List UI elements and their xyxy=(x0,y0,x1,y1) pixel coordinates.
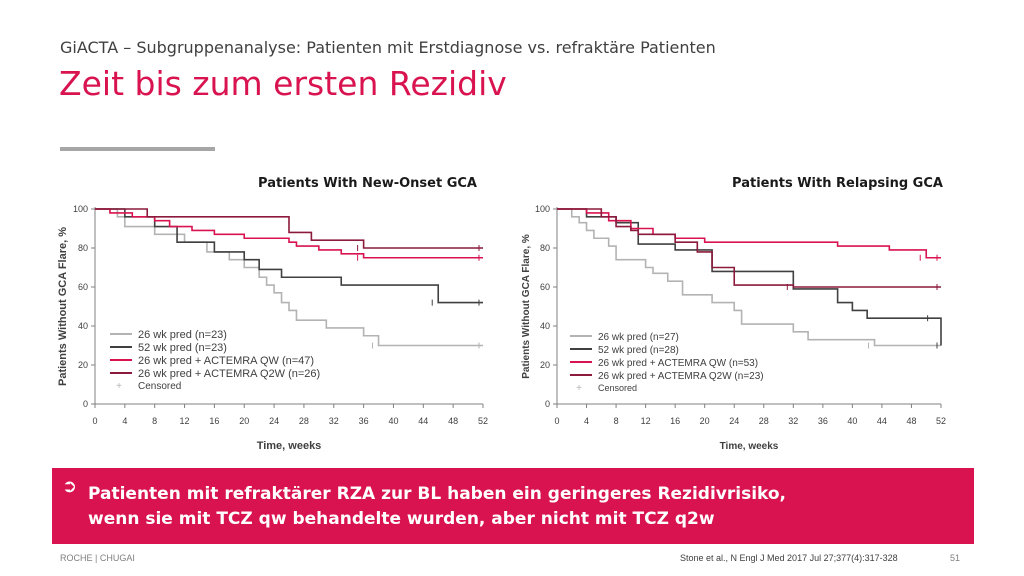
legend-label-2: 52 wk pred (n=23) xyxy=(138,342,227,354)
y-tick-label: 80 xyxy=(78,243,88,253)
y-tick-label: 20 xyxy=(540,360,550,370)
km-series-line-4 xyxy=(557,208,941,288)
arrow-circle-right-icon: ➲ xyxy=(62,476,78,497)
y-tick-label: 60 xyxy=(540,282,550,292)
km-series-line-1 xyxy=(557,208,941,347)
chart-title-new-onset: Patients With New-Onset GCA xyxy=(258,176,477,191)
legend-censored-marker: + xyxy=(576,383,582,394)
legend-label-2: 52 wk pred (n=28) xyxy=(598,345,679,356)
x-tick-label: 24 xyxy=(729,416,739,426)
x-tick-label: 0 xyxy=(92,416,97,426)
slide-title: Zeit bis zum ersten Rezidiv xyxy=(59,64,507,103)
y-tick-label: 100 xyxy=(73,204,88,214)
x-tick-label: 32 xyxy=(329,416,339,426)
legend-censored-marker: + xyxy=(116,381,122,392)
y-axis-label: Patients Without GCA Flare, % xyxy=(521,234,532,379)
footer-company: ROCHE | CHUGAI xyxy=(60,553,135,563)
y-tick-label: 100 xyxy=(535,204,550,214)
legend-label-1: 26 wk pred (n=23) xyxy=(138,329,227,341)
y-tick-label: 0 xyxy=(83,399,88,409)
x-tick-label: 28 xyxy=(759,416,769,426)
chart-title-relapsing: Patients With Relapsing GCA xyxy=(732,176,943,191)
key-message-text: Patienten mit refraktärer RZA zur BL hab… xyxy=(88,482,786,532)
x-tick-label: 44 xyxy=(418,416,428,426)
title-underline xyxy=(60,147,215,151)
km-series-line-4 xyxy=(95,208,483,249)
x-axis-label: Time, weeks xyxy=(257,440,322,452)
legend-label-3: 26 wk pred + ACTEMRA QW (n=47) xyxy=(138,355,314,367)
footer-citation: Stone et al., N Engl J Med 2017 Jul 27;3… xyxy=(680,553,898,563)
y-axis-label: Patients Without GCA Flare, % xyxy=(57,227,69,386)
x-tick-label: 20 xyxy=(700,416,710,426)
x-tick-label: 8 xyxy=(614,416,619,426)
x-tick-label: 16 xyxy=(209,416,219,426)
x-tick-label: 16 xyxy=(670,416,680,426)
km-series-line-1 xyxy=(95,208,483,347)
x-tick-label: 48 xyxy=(906,416,916,426)
slide-subtitle: GiACTA – Subgruppenanalyse: Patienten mi… xyxy=(60,38,716,57)
x-tick-label: 12 xyxy=(641,416,651,426)
x-tick-label: 24 xyxy=(269,416,279,426)
key-message-line-2: wenn sie mit TCZ qw behandelte wurden, a… xyxy=(88,509,715,529)
x-tick-label: 4 xyxy=(122,416,127,426)
x-tick-label: 20 xyxy=(239,416,249,426)
x-tick-label: 28 xyxy=(299,416,309,426)
x-tick-label: 44 xyxy=(877,416,887,426)
x-tick-label: 0 xyxy=(554,416,559,426)
legend-censored-label: Censored xyxy=(598,383,637,393)
x-tick-label: 48 xyxy=(448,416,458,426)
x-axis-label: Time, weeks xyxy=(720,441,779,452)
y-tick-label: 0 xyxy=(545,399,550,409)
y-tick-label: 80 xyxy=(540,243,550,253)
x-tick-label: 40 xyxy=(388,416,398,426)
x-tick-label: 52 xyxy=(478,416,488,426)
x-tick-label: 12 xyxy=(180,416,190,426)
y-tick-label: 40 xyxy=(78,321,88,331)
page-number: 51 xyxy=(950,553,961,563)
legend-censored-label: Censored xyxy=(138,381,181,392)
x-tick-label: 36 xyxy=(818,416,828,426)
x-tick-label: 52 xyxy=(936,416,946,426)
y-tick-label: 60 xyxy=(78,282,88,292)
y-tick-label: 40 xyxy=(540,321,550,331)
legend-label-1: 26 wk pred (n=27) xyxy=(598,332,679,343)
y-tick-label: 20 xyxy=(78,360,88,370)
legend-label-4: 26 wk pred + ACTEMRA Q2W (n=26) xyxy=(138,368,320,380)
km-series-line-3 xyxy=(95,208,483,259)
km-series-line-2 xyxy=(557,208,942,346)
x-tick-label: 32 xyxy=(788,416,798,426)
legend-label-4: 26 wk pred + ACTEMRA Q2W (n=23) xyxy=(598,371,764,382)
x-tick-label: 40 xyxy=(847,416,857,426)
legend-label-3: 26 wk pred + ACTEMRA QW (n=53) xyxy=(598,358,758,369)
x-tick-label: 4 xyxy=(584,416,589,426)
x-tick-label: 36 xyxy=(359,416,369,426)
x-tick-label: 8 xyxy=(152,416,157,426)
key-message-line-1: Patienten mit refraktärer RZA zur BL hab… xyxy=(88,484,787,504)
key-message-banner: ➲ Patienten mit refraktärer RZA zur BL h… xyxy=(52,468,974,544)
